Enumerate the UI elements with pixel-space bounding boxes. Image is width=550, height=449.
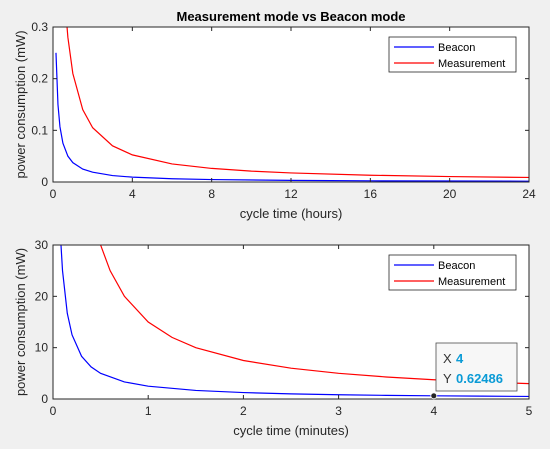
top-x-axis-label: cycle time (hours) [240, 206, 343, 221]
y-tick-label: 0.3 [31, 20, 48, 34]
bottom-axes-box [52, 244, 530, 400]
legend-label-measurement: Measurement [438, 58, 505, 70]
chart-title: Measurement mode vs Beacon mode [176, 9, 405, 24]
x-tick-label: 2 [240, 404, 247, 418]
top-axes-series [55, 27, 529, 182]
datatip-y-key: Y [443, 371, 452, 386]
bottom-axes-series [60, 245, 529, 398]
datatip-marker[interactable] [430, 392, 438, 400]
x-tick-label: 1 [145, 404, 152, 418]
y-tick-label: 20 [35, 289, 49, 303]
top-legend[interactable]: Beacon Measurement [388, 36, 517, 73]
legend-label-measurement: Measurement [438, 276, 505, 288]
x-tick-label: 20 [443, 187, 457, 201]
y-tick-label: 0.1 [31, 123, 48, 137]
top-y-axis-label: power consumption (mW) [13, 30, 28, 178]
y-tick-label: 0.2 [31, 72, 48, 86]
top-axes[interactable]: 0 4 8 12 16 20 24 0 0.1 0.2 0.3 Measurement mode v… [13, 1, 536, 221]
series-line-beacon [55, 52, 529, 182]
series-line-beacon [60, 245, 529, 398]
legend-label-beacon: Beacon [438, 260, 475, 272]
datatip-y-value: 0.62486 [456, 371, 503, 386]
bottom-axes-ticks: 0 1 2 3 4 5 0 10 20 30 [35, 238, 533, 418]
x-tick-label: 16 [364, 187, 378, 201]
top-axes-ticks: 0 4 8 12 16 20 24 0 0.1 0.2 0.3 [31, 20, 536, 201]
y-tick-label: 0 [41, 392, 48, 406]
x-tick-label: 24 [522, 187, 536, 201]
y-tick-label: 10 [35, 341, 49, 355]
bottom-legend-box [388, 254, 517, 291]
x-tick-label: 0 [50, 404, 57, 418]
legend-label-beacon: Beacon [438, 42, 475, 54]
x-tick-label: 3 [335, 404, 342, 418]
x-tick-label: 5 [526, 404, 533, 418]
series-line-measurement [66, 27, 529, 179]
bottom-legend[interactable]: Beacon Measurement [388, 254, 517, 291]
datatip[interactable]: X 4 Y 0.62486 [430, 342, 518, 400]
y-tick-label: 0 [41, 175, 48, 189]
datatip-x-key: X [443, 351, 452, 366]
top-legend-box [388, 36, 517, 73]
datatip-box [435, 342, 518, 392]
bottom-axes[interactable]: 0 1 2 3 4 5 0 10 20 30 cycle time (minutes) power… [13, 228, 533, 438]
x-tick-label: 12 [284, 187, 298, 201]
x-tick-label: 4 [129, 187, 136, 201]
series-line-measurement [99, 245, 529, 385]
y-tick-label: 30 [35, 238, 49, 252]
x-tick-label: 0 [50, 187, 57, 201]
x-tick-label: 4 [430, 404, 437, 418]
bottom-y-axis-label: power consumption (mW) [13, 248, 28, 396]
bottom-x-axis-label: cycle time (minutes) [233, 423, 349, 438]
datatip-x-value: 4 [456, 351, 464, 366]
x-tick-label: 8 [208, 187, 215, 201]
